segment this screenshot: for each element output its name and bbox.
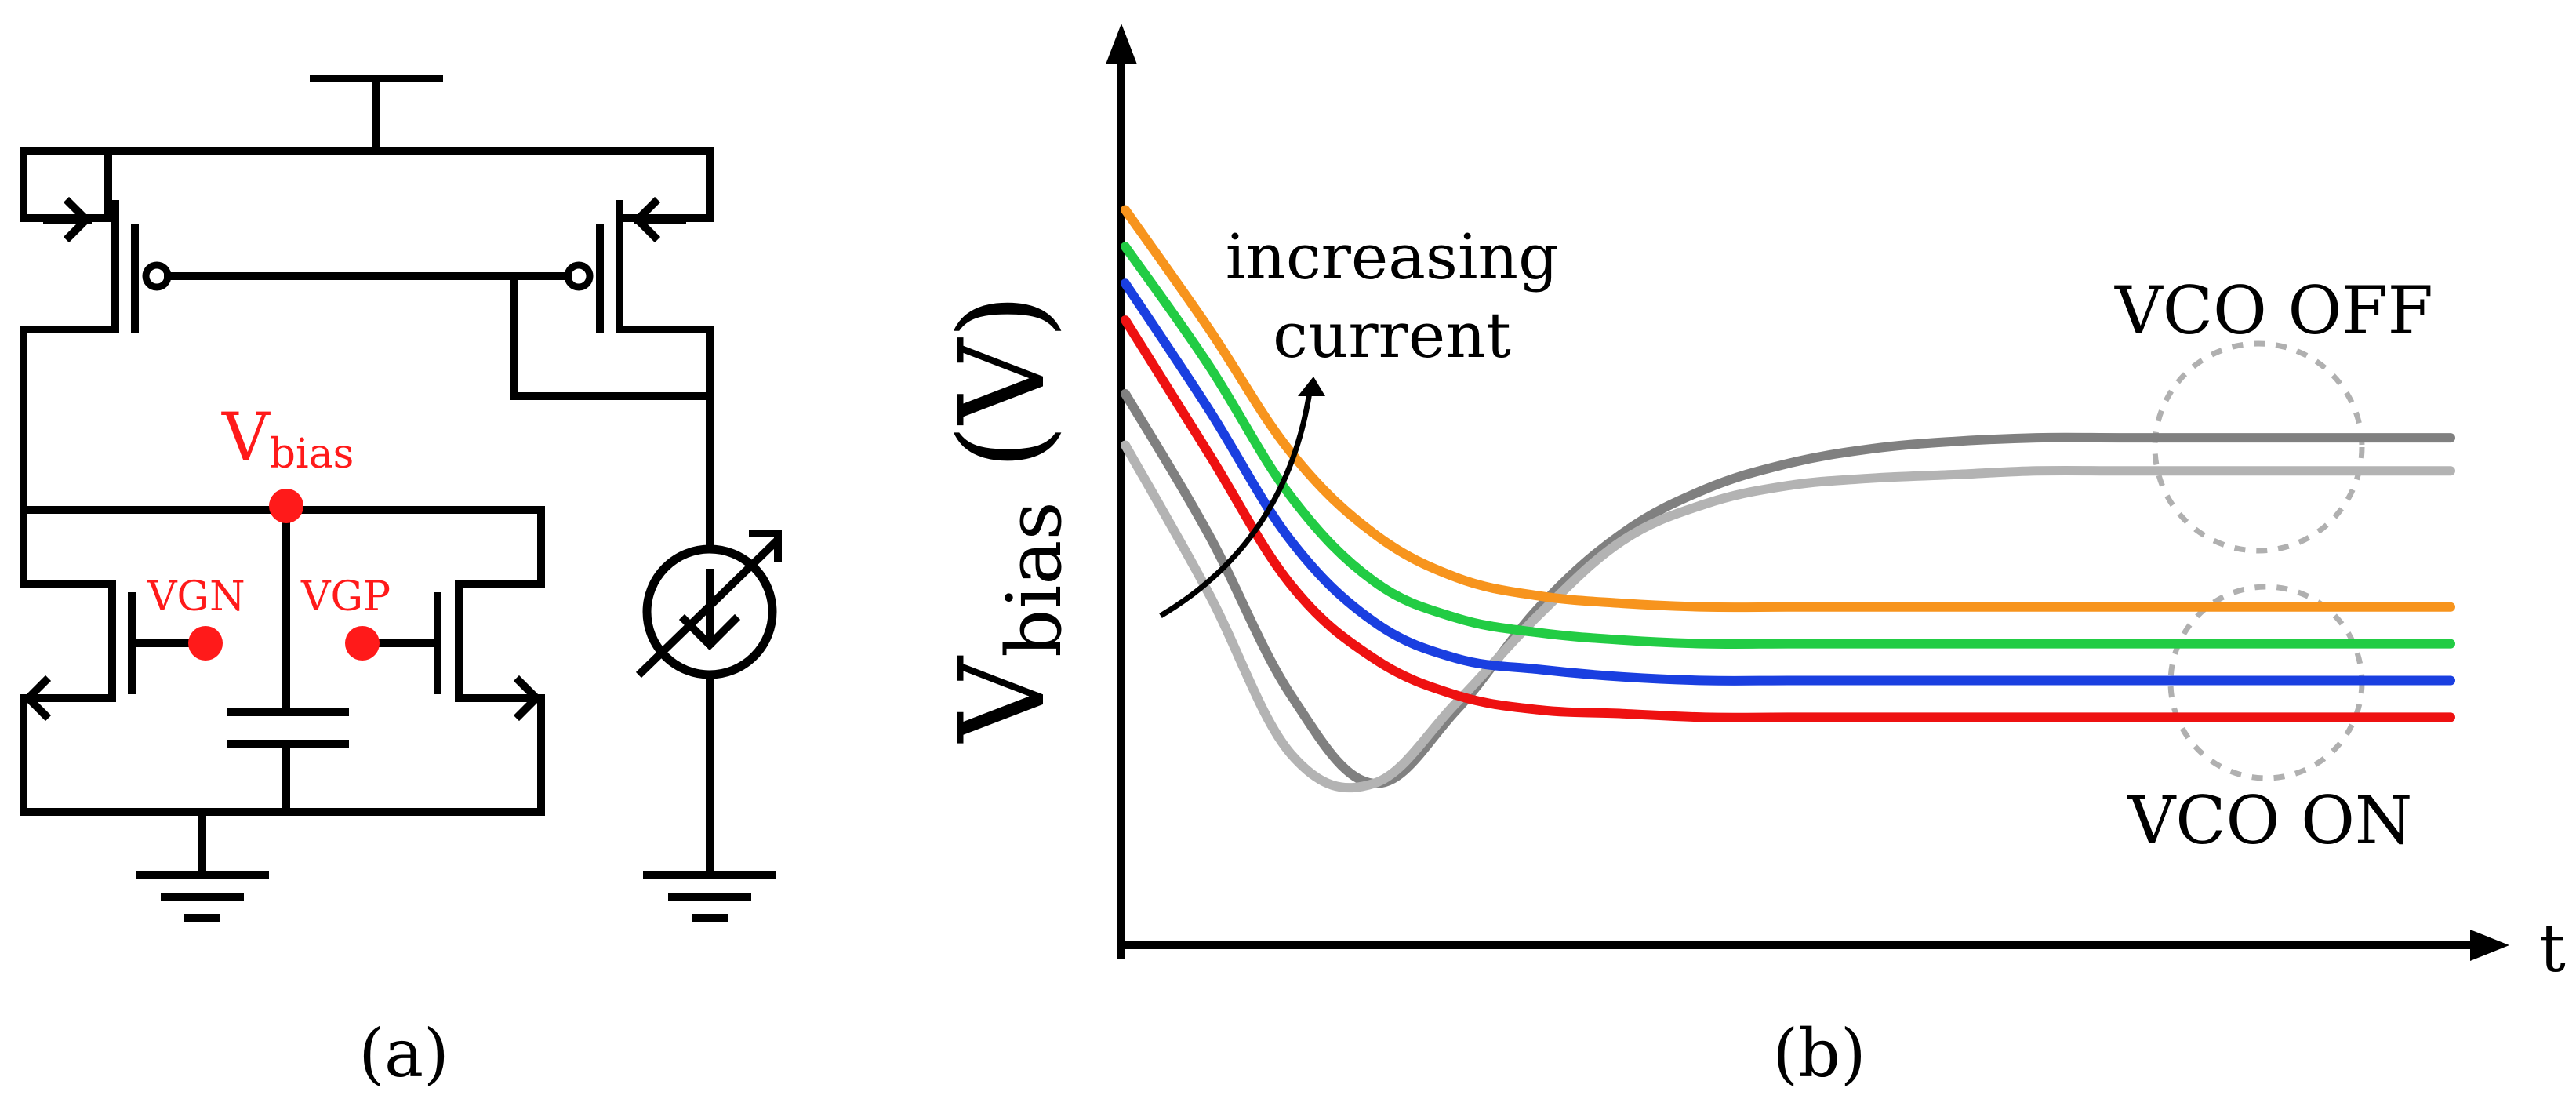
ground-left (136, 808, 269, 922)
vco-off-label: VCO OFF (2114, 272, 2433, 349)
annotation-line-2: current (1273, 299, 1511, 372)
vbias-label: Vbias (221, 399, 354, 478)
series-line-orange (1121, 205, 2455, 613)
x-axis-arrowhead (2470, 930, 2509, 961)
y-axis-arrowhead (1106, 24, 1137, 64)
series-line-green (1121, 242, 2455, 649)
vco-off-highlight-circle (2152, 340, 2365, 554)
ground-right (643, 871, 776, 922)
nmos-left (20, 580, 192, 816)
vco-on-label: VCO ON (2127, 782, 2413, 859)
capacitor (227, 506, 349, 816)
vgn-node-dot (188, 626, 223, 661)
increasing-current-arrow (1159, 391, 1313, 619)
series-group (1121, 205, 2455, 793)
nmos-right (365, 580, 545, 816)
svg-text:Vbias(V): Vbias(V) (935, 293, 1078, 744)
panel-b-caption: (b) (1772, 1015, 1866, 1092)
x-axis-label: t (2539, 910, 2566, 987)
vgn-label: VGN (147, 573, 245, 621)
y-axis-label: Vbias(V) (935, 293, 1078, 744)
series-line-light-gray (1121, 440, 2455, 793)
chart: increasing current VCO OFF VCO ON Vbias(… (935, 24, 2566, 987)
current-source (635, 530, 783, 679)
vgp-label: VGP (300, 573, 391, 621)
top-rail (20, 147, 714, 222)
series-line-blue (1121, 278, 2455, 686)
circuit-schematic: Vbias VGN VGP (20, 75, 783, 922)
diode-connection (510, 272, 714, 400)
bias-node-wire (20, 506, 545, 588)
vbias-node-dot (269, 489, 303, 523)
panel-a-caption: (a) (358, 1015, 449, 1092)
vgp-node-dot (345, 626, 380, 661)
series-line-dark-gray (1121, 388, 2455, 788)
annotation-line-1: increasing (1226, 220, 1559, 293)
pmos-left (20, 147, 172, 333)
increasing-current-arrowhead (1298, 377, 1325, 396)
pmos-right (564, 196, 714, 400)
series-line-red (1121, 315, 2455, 722)
